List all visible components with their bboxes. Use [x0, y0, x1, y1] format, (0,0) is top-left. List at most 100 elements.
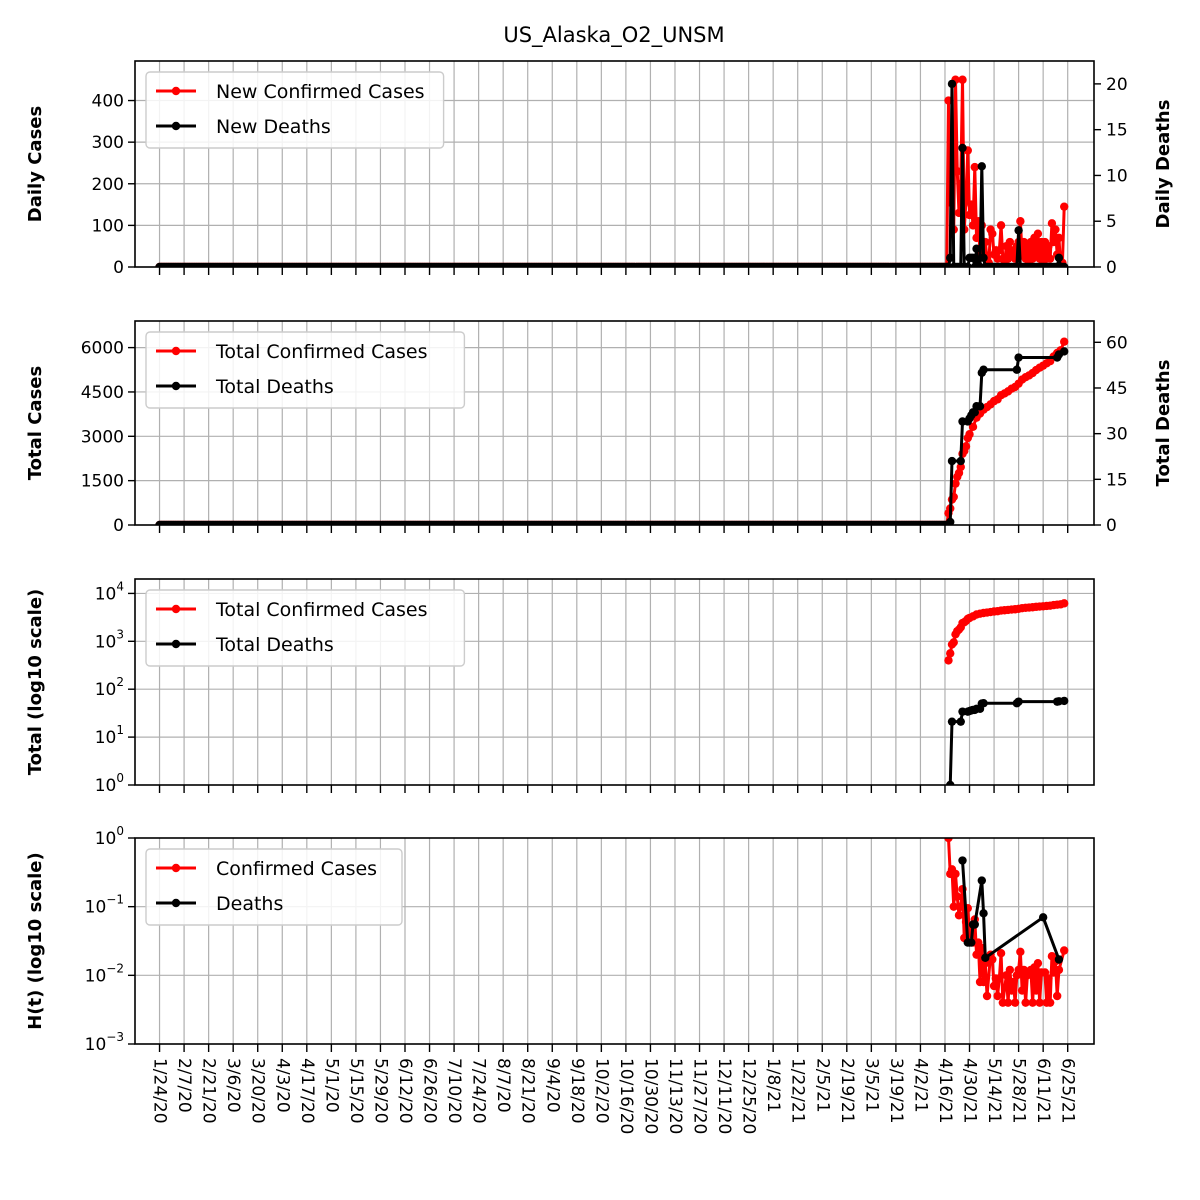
data-point [946, 253, 955, 263]
data-point [981, 953, 990, 962]
data-point [1010, 998, 1020, 1007]
y-tick-exponent: −3 [106, 1030, 124, 1044]
legend: Confirmed Cases Deaths [145, 848, 403, 926]
data-point [954, 911, 964, 920]
legend-swatch-marker [171, 639, 181, 649]
data-point [977, 162, 986, 171]
data-point [947, 717, 957, 726]
y-axis-title: Total Cases [25, 366, 46, 480]
y-tick-label: 300 [92, 133, 124, 153]
series-group [944, 838, 1069, 1007]
legend-swatch-marker [171, 604, 181, 614]
data-point [1047, 219, 1057, 228]
data-point [958, 143, 967, 153]
x-tick-label: 1/8/21 [763, 1058, 783, 1113]
data-point [949, 638, 958, 647]
panel-frame [134, 320, 1095, 526]
data-point [944, 838, 953, 843]
x-tick-label: 4/17/20 [297, 1058, 317, 1124]
x-tick-label: 4/16/21 [935, 1058, 955, 1124]
x-tick-label: 12/25/20 [739, 1058, 759, 1134]
data-point [1028, 998, 1037, 1007]
y-tick-label: 10−2 [85, 961, 124, 986]
data-point [947, 456, 957, 466]
panel-hazard: 10−3 10−2 10−1 100 H(t) (log10 scale) Confirm… [25, 824, 1095, 1055]
data-point [1005, 237, 1015, 247]
legend-box [145, 848, 403, 926]
data-point [1060, 696, 1069, 706]
x-tick-label: 11/13/20 [665, 1058, 685, 1134]
data-point [972, 950, 981, 959]
y-tick-label: 102 [95, 675, 124, 700]
x-tick-label: 7/24/20 [469, 1058, 489, 1124]
x-tick-label: 2/19/21 [837, 1058, 857, 1124]
x-tick-label: 6/26/20 [420, 1058, 440, 1124]
data-point [961, 442, 971, 451]
panel-daily: 0 100 200 300 400 0 5 10 15 20 Daily Cases Daily De… [25, 60, 1174, 278]
y-tick-label: 10−3 [85, 1030, 124, 1055]
y-tick-label: 0 [113, 516, 124, 536]
x-tick-label: 8/21/20 [518, 1058, 538, 1124]
data-point [979, 365, 988, 374]
y-tick-exponent: −1 [106, 893, 124, 907]
x-tick-label: 1/24/20 [150, 1058, 170, 1124]
data-point [1016, 947, 1025, 957]
data-point [996, 949, 1006, 958]
data-point [965, 210, 974, 220]
data-point [958, 75, 967, 84]
y-tick-exponent: 4 [116, 579, 124, 593]
data-point [988, 229, 997, 238]
legend: Total Confirmed Cases Total Deaths [145, 589, 466, 667]
data-point [953, 892, 962, 901]
data-point [963, 262, 972, 267]
y-tick-label: 200 [92, 175, 124, 195]
x-tick-label: 4/3/20 [272, 1058, 292, 1113]
x-tick-label: 2/7/20 [174, 1058, 194, 1113]
x-tick-label: 5/28/21 [1009, 1058, 1029, 1124]
y-right-axis-title: Daily Deaths [1153, 100, 1174, 229]
grid-lines [135, 579, 1094, 785]
series-deaths [155, 79, 1069, 267]
x-tick-label: 3/5/21 [861, 1058, 881, 1113]
x-tick-label: 6/12/20 [395, 1058, 415, 1124]
y-right-tick-label: 60 [1106, 333, 1128, 353]
x-tick-label: 3/19/21 [886, 1058, 906, 1124]
y-right-tick-label: 15 [1106, 121, 1128, 141]
panel-frame [134, 578, 1095, 786]
y-tick-label: 0 [113, 258, 124, 278]
y-right-tick-label: 20 [1106, 75, 1128, 95]
x-tick-label: 10/2/20 [591, 1058, 611, 1124]
data-point [1060, 262, 1069, 267]
y-tick-label: 100 [92, 216, 124, 236]
data-point [977, 876, 986, 885]
legend-swatch-marker [171, 346, 181, 356]
data-point [1044, 974, 1053, 983]
data-point [972, 244, 981, 253]
data-point [979, 909, 988, 918]
x-tick-label: 9/18/20 [567, 1058, 587, 1124]
x-tick-label: 3/6/20 [223, 1058, 243, 1113]
x-tick-label: 6/25/21 [1058, 1058, 1078, 1124]
data-point [956, 902, 965, 911]
y-tick-label: 101 [95, 723, 124, 748]
series-group [155, 337, 1069, 525]
data-point [968, 422, 978, 432]
data-point [1033, 229, 1043, 238]
data-point [1038, 913, 1048, 922]
y-axis-title: Daily Cases [25, 106, 46, 222]
data-point [1014, 353, 1023, 362]
series-deaths [946, 696, 1069, 785]
data-point [996, 221, 1006, 230]
legend-label: Confirmed Cases [216, 858, 377, 880]
x-tick-label: 11/27/20 [690, 1058, 710, 1134]
y-right-tick-label: 10 [1106, 166, 1128, 186]
series-group [155, 75, 1069, 267]
data-point [1054, 233, 1064, 243]
data-point [967, 200, 976, 209]
y-tick-label: 104 [95, 579, 124, 604]
data-point [1051, 225, 1060, 234]
x-tick-label: 9/4/20 [542, 1058, 562, 1113]
data-point [968, 253, 978, 263]
